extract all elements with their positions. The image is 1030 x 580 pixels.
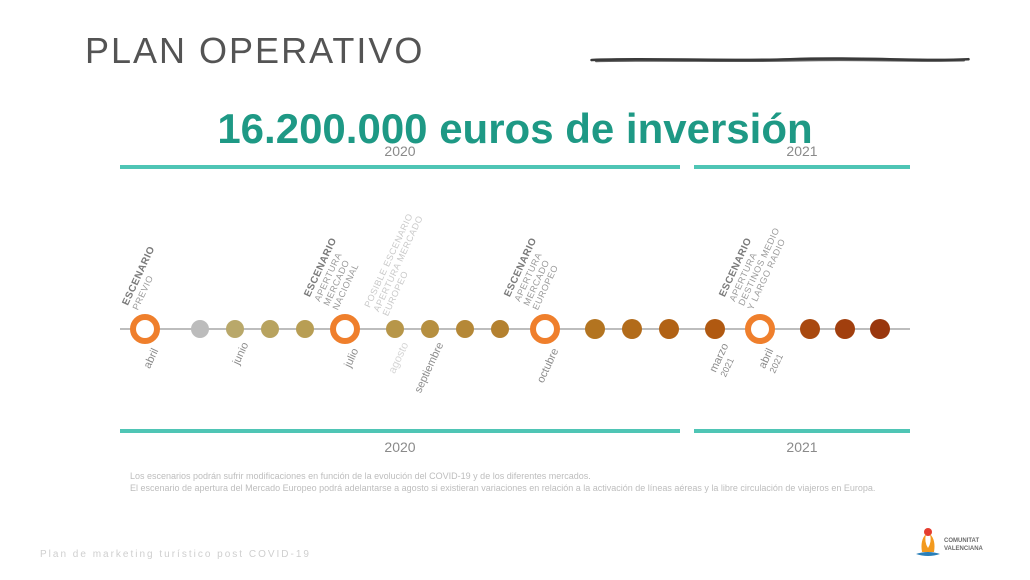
logo-comunitat-valenciana: COMUNITAT VALENCIANA: [912, 524, 990, 562]
month-label: agosto: [386, 341, 411, 376]
year-bar-2020-bottom: 2020: [120, 429, 680, 433]
ring-icon: [530, 314, 560, 344]
scenario-label: ESCENARIOAPERTURADESTINOS MEDIOY LARGO R…: [717, 217, 790, 311]
dot-icon: [705, 319, 725, 339]
year-bars-bottom: 2020 2021: [120, 429, 910, 433]
dot-icon: [835, 319, 855, 339]
month-label: marzo2021: [708, 342, 741, 379]
timeline-dot: POSIBLE ESCENARIOAPERTURA MERCADOEUROPEO…: [386, 320, 404, 338]
dot-icon: [386, 320, 404, 338]
dot-icon: [585, 319, 605, 339]
slide-title: PLAN OPERATIVO: [85, 30, 424, 72]
dot-icon: [800, 319, 820, 339]
dot-icon: [622, 319, 642, 339]
timeline-dot: [491, 320, 509, 338]
scenario-marker: ESCENARIOAPERTURAMERCADONACIONALjulio: [330, 314, 360, 344]
timeline-dot: junio: [226, 320, 244, 338]
scenario-label: ESCENARIOAPERTURAMERCADONACIONAL: [302, 236, 366, 311]
logo-text1: COMUNITAT: [944, 538, 979, 544]
footnote-line2: El escenario de apertura del Mercado Eur…: [130, 482, 890, 494]
scenario-label: ESCENARIOPREVIO: [121, 245, 167, 312]
dot-icon: [226, 320, 244, 338]
scenario-marker: ESCENARIOPREVIOabril: [130, 314, 160, 344]
ring-icon: [130, 314, 160, 344]
scenario-marker: ESCENARIOAPERTURADESTINOS MEDIOY LARGO R…: [745, 314, 775, 344]
timeline-dot: septiembre: [421, 320, 439, 338]
logo-text2: VALENCIANA: [944, 546, 984, 552]
timeline-dot: [296, 320, 314, 338]
dot-icon: [296, 320, 314, 338]
footnote-line1: Los escenarios podrán sufrir modificacio…: [130, 470, 890, 482]
axis-row: ESCENARIOPREVIOabril junio ESCENARIOAPERTU…: [120, 254, 910, 404]
year-label-2021-top: 2021: [786, 143, 817, 159]
year-bars-top: 2020 2021: [120, 165, 910, 169]
month-label: julio: [342, 347, 361, 370]
year-bar-2021-bottom: 2021: [694, 429, 910, 433]
dot-icon: [261, 320, 279, 338]
year-bar-2021-top: 2021: [694, 165, 910, 169]
timeline-dot: [622, 319, 642, 339]
dot-icon: [456, 320, 474, 338]
dot-icon: [659, 319, 679, 339]
scenario-label: POSIBLE ESCENARIOAPERTURA MERCADOEUROPEO: [362, 210, 434, 318]
month-label: septiembre: [412, 341, 446, 395]
timeline-dot: marzo2021: [705, 319, 725, 339]
year-label-2020-top: 2020: [384, 143, 415, 159]
month-label: octubre: [535, 347, 561, 385]
brush-decoration: [590, 50, 970, 56]
timeline-dot: [261, 320, 279, 338]
dot-icon: [421, 320, 439, 338]
scenario-marker: ESCENARIOAPERTURAMERCADOEUROPEOoctubre: [530, 314, 560, 344]
footnote: Los escenarios podrán sufrir modificacio…: [130, 470, 890, 494]
scenario-label: ESCENARIOAPERTURAMERCADOEUROPEO: [502, 236, 566, 311]
timeline-dot: [659, 319, 679, 339]
footer-text: Plan de marketing turístico post COVID-1…: [40, 549, 311, 560]
timeline-dot: [870, 319, 890, 339]
ring-icon: [745, 314, 775, 344]
timeline-dot: [800, 319, 820, 339]
timeline: 2020 2021 ESCENARIOPREVIOabriljunioESCEN…: [120, 165, 910, 433]
ring-icon: [330, 314, 360, 344]
timeline-dot: [456, 320, 474, 338]
timeline-dot: [191, 320, 209, 338]
dot-icon: [491, 320, 509, 338]
year-bar-2020-top: 2020: [120, 165, 680, 169]
month-label: abril: [142, 347, 162, 371]
timeline-dot: [585, 319, 605, 339]
year-label-2020-bottom: 2020: [384, 439, 415, 455]
timeline-dot: [835, 319, 855, 339]
headline: 16.200.000 euros de inversión: [0, 105, 1030, 153]
dot-icon: [191, 320, 209, 338]
month-label: abril2021: [757, 347, 786, 375]
month-label: junio: [231, 341, 252, 367]
dot-icon: [870, 319, 890, 339]
year-label-2021-bottom: 2021: [786, 439, 817, 455]
